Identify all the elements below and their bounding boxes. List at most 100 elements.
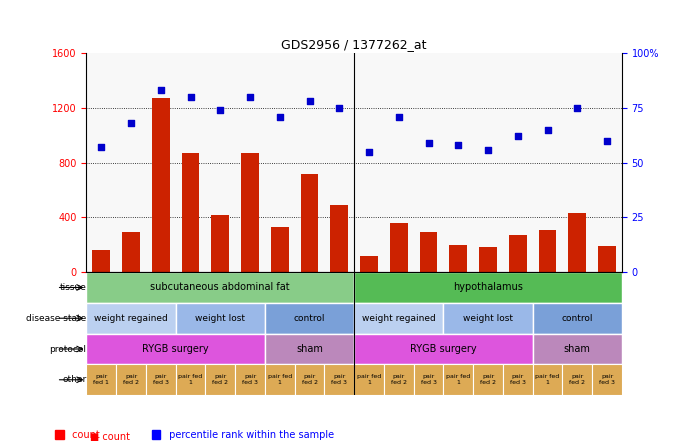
Text: pair
fed 1: pair fed 1 [93, 374, 109, 385]
FancyBboxPatch shape [86, 272, 354, 303]
Text: pair
fed 2: pair fed 2 [212, 374, 228, 385]
Point [185, 94, 196, 101]
Bar [360, 256, 378, 272]
Text: ■ count: ■ count [90, 432, 130, 442]
Bar [598, 246, 616, 272]
Text: pair
fed 3: pair fed 3 [599, 374, 615, 385]
Text: count: count [69, 430, 100, 440]
FancyBboxPatch shape [354, 272, 622, 303]
FancyBboxPatch shape [384, 365, 414, 395]
Text: weight lost: weight lost [196, 314, 245, 323]
Text: pair fed
1: pair fed 1 [536, 374, 560, 385]
Bar [301, 174, 319, 272]
Bar [449, 246, 467, 272]
Point [512, 133, 523, 140]
Bar [241, 153, 259, 272]
Text: pair
fed 3: pair fed 3 [331, 374, 348, 385]
Point [542, 126, 553, 133]
FancyBboxPatch shape [324, 365, 354, 395]
Point [334, 104, 345, 111]
FancyBboxPatch shape [86, 333, 265, 365]
Text: pair
fed 3: pair fed 3 [421, 374, 437, 385]
FancyBboxPatch shape [265, 303, 354, 333]
Point [363, 148, 375, 155]
FancyBboxPatch shape [294, 365, 324, 395]
Bar [568, 213, 586, 272]
Text: RYGB surgery: RYGB surgery [410, 344, 477, 354]
Text: pair fed
1: pair fed 1 [178, 374, 202, 385]
Text: pair
fed 2: pair fed 2 [569, 374, 585, 385]
Point [304, 98, 315, 105]
FancyBboxPatch shape [562, 365, 592, 395]
Bar [182, 153, 200, 272]
Point [482, 146, 493, 153]
FancyBboxPatch shape [146, 365, 176, 395]
FancyBboxPatch shape [533, 365, 562, 395]
Text: RYGB surgery: RYGB surgery [142, 344, 209, 354]
Text: percentile rank within the sample: percentile rank within the sample [166, 430, 334, 440]
Bar [152, 430, 160, 439]
Point [155, 87, 167, 94]
Text: pair fed
1: pair fed 1 [446, 374, 471, 385]
FancyBboxPatch shape [86, 303, 176, 333]
Text: tissue: tissue [59, 283, 86, 292]
Text: protocol: protocol [49, 345, 86, 353]
Bar [271, 227, 289, 272]
Text: hypothalamus: hypothalamus [453, 282, 523, 293]
FancyBboxPatch shape [592, 365, 622, 395]
Bar [55, 430, 64, 439]
Point [126, 120, 137, 127]
Text: pair
fed 2: pair fed 2 [480, 374, 496, 385]
Point [393, 113, 404, 120]
Text: pair
fed 3: pair fed 3 [242, 374, 258, 385]
Bar [479, 247, 497, 272]
FancyBboxPatch shape [116, 365, 146, 395]
Text: weight regained: weight regained [94, 314, 168, 323]
FancyBboxPatch shape [176, 303, 265, 333]
Point [601, 137, 612, 144]
FancyBboxPatch shape [205, 365, 235, 395]
Text: subcutaneous abdominal fat: subcutaneous abdominal fat [151, 282, 290, 293]
Point [453, 142, 464, 149]
Text: sham: sham [296, 344, 323, 354]
FancyBboxPatch shape [444, 303, 533, 333]
Bar [330, 205, 348, 272]
Text: control: control [562, 314, 593, 323]
FancyBboxPatch shape [533, 303, 622, 333]
Point [245, 94, 256, 101]
Bar [211, 214, 229, 272]
FancyBboxPatch shape [86, 365, 116, 395]
FancyBboxPatch shape [354, 365, 384, 395]
Point [96, 144, 107, 151]
FancyBboxPatch shape [176, 365, 205, 395]
Text: pair
fed 2: pair fed 2 [123, 374, 139, 385]
FancyBboxPatch shape [265, 333, 354, 365]
Bar [419, 232, 437, 272]
FancyBboxPatch shape [414, 365, 444, 395]
Bar [538, 230, 556, 272]
Title: GDS2956 / 1377262_at: GDS2956 / 1377262_at [281, 38, 427, 51]
FancyBboxPatch shape [235, 365, 265, 395]
Text: pair
fed 2: pair fed 2 [301, 374, 317, 385]
Text: control: control [294, 314, 325, 323]
FancyBboxPatch shape [503, 365, 533, 395]
FancyBboxPatch shape [473, 365, 503, 395]
Text: pair
fed 3: pair fed 3 [510, 374, 526, 385]
Point [423, 139, 434, 147]
FancyBboxPatch shape [533, 333, 622, 365]
Text: pair fed
1: pair fed 1 [267, 374, 292, 385]
Text: pair
fed 3: pair fed 3 [153, 374, 169, 385]
Bar [509, 235, 527, 272]
Text: pair
fed 2: pair fed 2 [391, 374, 407, 385]
FancyBboxPatch shape [354, 303, 444, 333]
FancyBboxPatch shape [444, 365, 473, 395]
Text: pair fed
1: pair fed 1 [357, 374, 381, 385]
Point [274, 113, 285, 120]
FancyBboxPatch shape [265, 365, 294, 395]
Bar [93, 250, 110, 272]
Text: weight regained: weight regained [362, 314, 435, 323]
Point [571, 104, 583, 111]
Text: weight lost: weight lost [463, 314, 513, 323]
Bar [122, 232, 140, 272]
Text: sham: sham [564, 344, 591, 354]
